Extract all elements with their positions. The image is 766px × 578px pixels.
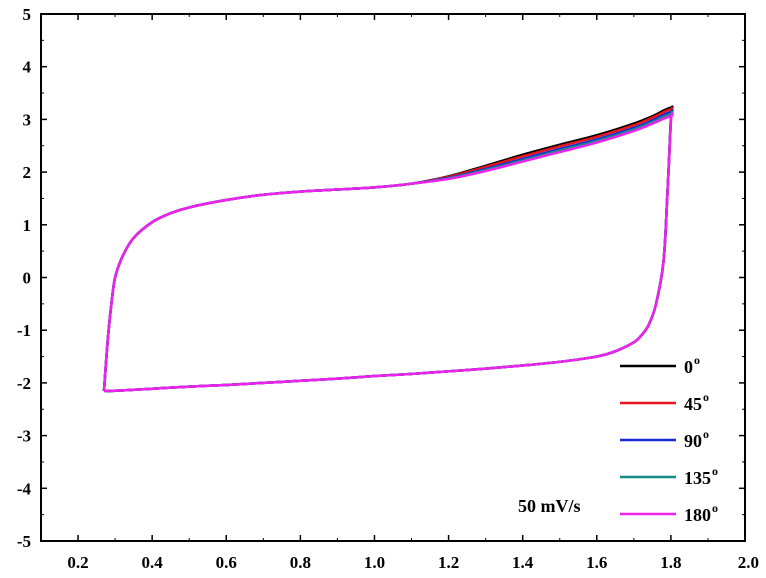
legend-degree-0: o: [694, 353, 700, 367]
legend-label-45: 45: [684, 394, 702, 414]
x-tick-label: 0.8: [290, 553, 311, 572]
scan-rate-annotation: 50 mV/s: [518, 496, 581, 516]
x-tick-label: 1.8: [660, 553, 681, 572]
series-layer: [102, 105, 674, 393]
legend-degree-180: o: [712, 501, 718, 515]
y-tick-label: -4: [17, 479, 32, 498]
y-tick-label: 5: [23, 5, 32, 24]
plot-border: [40, 13, 746, 542]
series-line-180: [102, 112, 674, 393]
plot-frame: [40, 13, 746, 542]
legend-degree-45: o: [703, 390, 709, 404]
y-tick-label: -1: [17, 321, 31, 340]
x-tick-label: 1.0: [364, 553, 385, 572]
series-line-0: [102, 105, 674, 393]
series-line-135: [102, 110, 674, 393]
y-tick-label: 2: [23, 163, 32, 182]
legend-label-180: 180: [684, 505, 711, 525]
legend-degree-135: o: [712, 464, 718, 478]
series-line-45: [102, 106, 674, 393]
legend-degree-90: o: [703, 427, 709, 441]
y-tick-label: 3: [23, 110, 32, 129]
y-tick-label: 1: [23, 216, 32, 235]
series-line-90: [102, 108, 674, 393]
y-tick-label: 0: [23, 269, 32, 288]
x-tick-label: 1.6: [586, 553, 607, 572]
x-tick-label: 1.2: [438, 553, 459, 572]
legend-label-90: 90: [684, 431, 702, 451]
legend-label-135: 135: [684, 468, 711, 488]
x-axis: 0.2 0.4 0.6 0.8 1.0 1.2 1.4 1.6 1.8 2.0: [40, 14, 759, 572]
y-tick-label: -2: [17, 374, 31, 393]
y-tick-label: -3: [17, 427, 31, 446]
y-tick-label: 4: [23, 58, 32, 77]
x-tick-label: 1.4: [512, 553, 534, 572]
legend-label-0: 0: [684, 357, 693, 377]
x-tick-label: 0.2: [67, 553, 88, 572]
x-tick-label: 0.6: [216, 553, 237, 572]
x-tick-label: 0.4: [142, 553, 164, 572]
x-tick-label: 2.0: [738, 553, 759, 572]
y-tick-label: -5: [17, 532, 31, 551]
